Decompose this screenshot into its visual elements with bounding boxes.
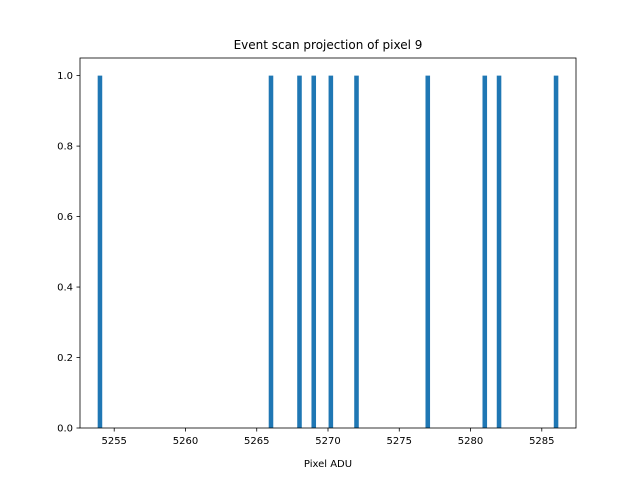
x-tick-label: 5270 — [315, 436, 340, 447]
x-tick-label: 5285 — [529, 436, 554, 447]
x-tick-label: 5275 — [387, 436, 412, 447]
x-tick-label: 5265 — [244, 436, 269, 447]
x-tick-label: 5260 — [173, 436, 198, 447]
bar — [425, 75, 431, 428]
bar — [268, 75, 274, 428]
bar — [97, 75, 103, 428]
y-tick-label: 0.6 — [57, 212, 73, 223]
y-tick-label: 1.0 — [57, 71, 73, 82]
bar — [496, 75, 502, 428]
bar — [553, 75, 559, 428]
bar — [311, 75, 317, 428]
bar — [328, 75, 334, 428]
x-tick-label: 5280 — [458, 436, 483, 447]
bar — [354, 75, 359, 428]
y-tick-label: 0.2 — [57, 353, 73, 364]
y-tick-label: 0.4 — [57, 283, 73, 294]
bars-group — [97, 75, 559, 428]
y-tick-label: 0.0 — [57, 424, 73, 435]
y-ticks: 0.0 0.2 0.4 0.6 0.8 1.0 — [57, 71, 80, 435]
x-tick-label: 5255 — [101, 436, 126, 447]
chart-title: Event scan projection of pixel 9 — [234, 38, 423, 52]
y-tick-label: 0.8 — [57, 142, 73, 153]
x-axis-label: Pixel ADU — [304, 459, 352, 470]
x-ticks: 5255 5260 5265 5270 5275 5280 5285 — [101, 428, 555, 447]
bar — [297, 75, 302, 428]
plot-frame — [79, 57, 577, 429]
bar — [482, 75, 488, 428]
